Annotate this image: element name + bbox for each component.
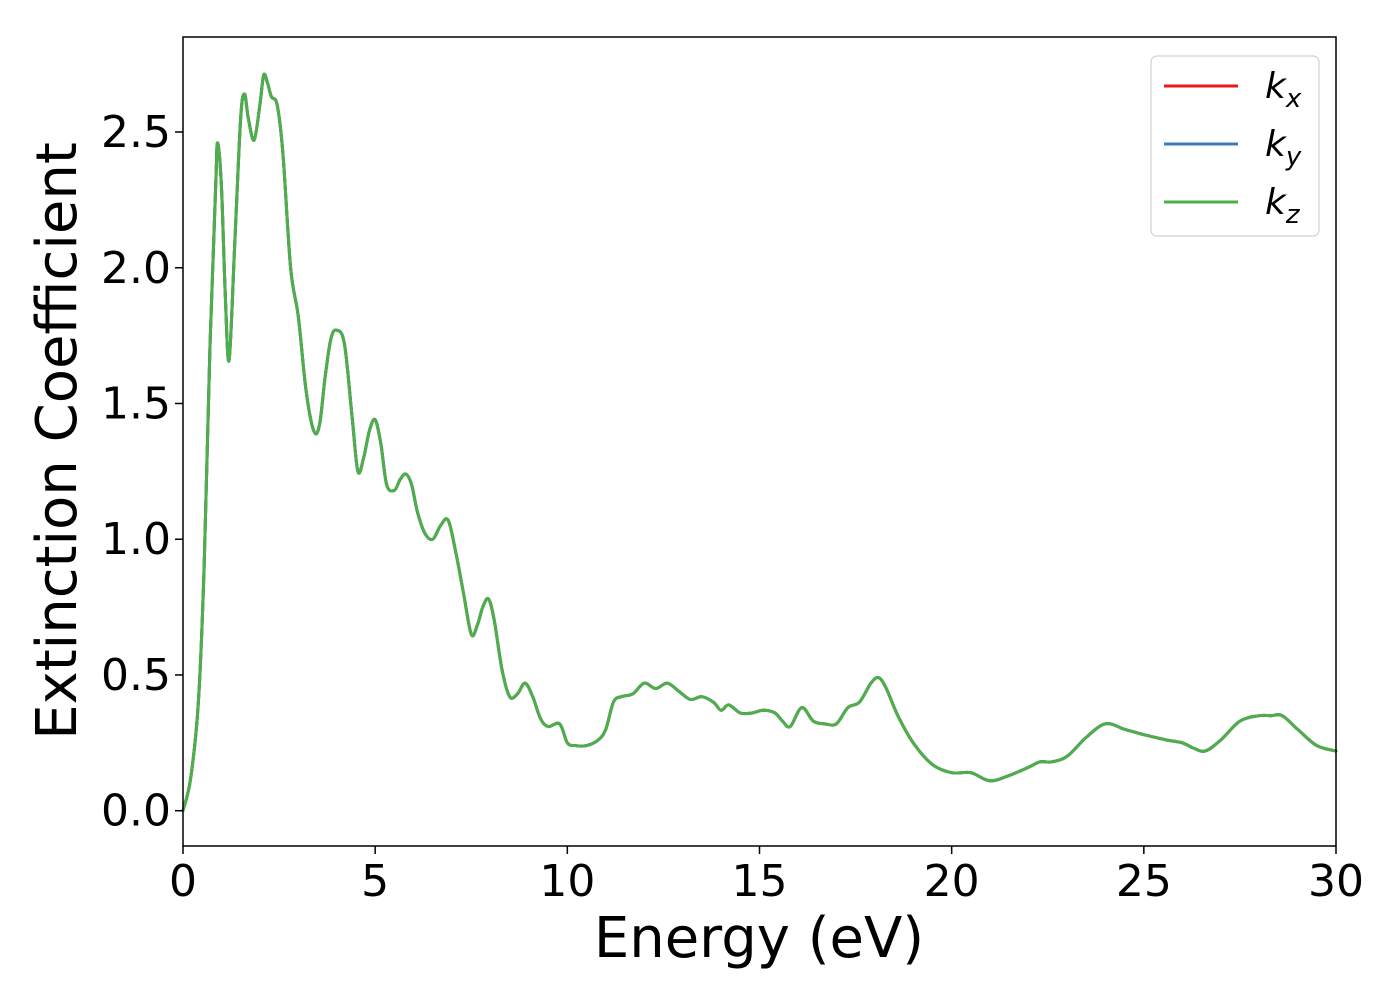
x-tick-label: 25 (1116, 856, 1172, 907)
series-line-kz (181, 72, 1338, 813)
y-tick-label: 2.5 (101, 107, 171, 158)
x-tick-label: 20 (924, 856, 980, 907)
y-tick-label: 1.5 (101, 378, 171, 429)
legend: kx ky kz (1150, 55, 1320, 237)
x-tick-label: 0 (169, 856, 197, 907)
x-tick-label: 10 (539, 856, 595, 907)
y-tick-label: 0.5 (101, 650, 171, 701)
legend-box (1150, 55, 1320, 237)
y-tick-label: 0.0 (101, 786, 171, 837)
legend-label-ky: ky (1265, 124, 1302, 172)
x-axis-ticks: 0 5 10 15 20 25 30 (169, 846, 1364, 907)
series-layer (181, 72, 1338, 813)
x-tick-label: 15 (732, 856, 788, 907)
x-axis-title: Energy (eV) (594, 906, 924, 971)
y-tick-label: 2.0 (101, 243, 171, 294)
legend-label-kz: kz (1265, 182, 1301, 230)
x-tick-label: 5 (361, 856, 389, 907)
y-axis-title: Extinction Coefficient (25, 142, 90, 740)
x-tick-label: 30 (1308, 856, 1364, 907)
y-axis-ticks: 0.0 0.5 1.0 1.5 2.0 2.5 (101, 107, 183, 837)
legend-label-kx: kx (1265, 66, 1302, 114)
y-tick-label: 1.0 (101, 514, 171, 565)
